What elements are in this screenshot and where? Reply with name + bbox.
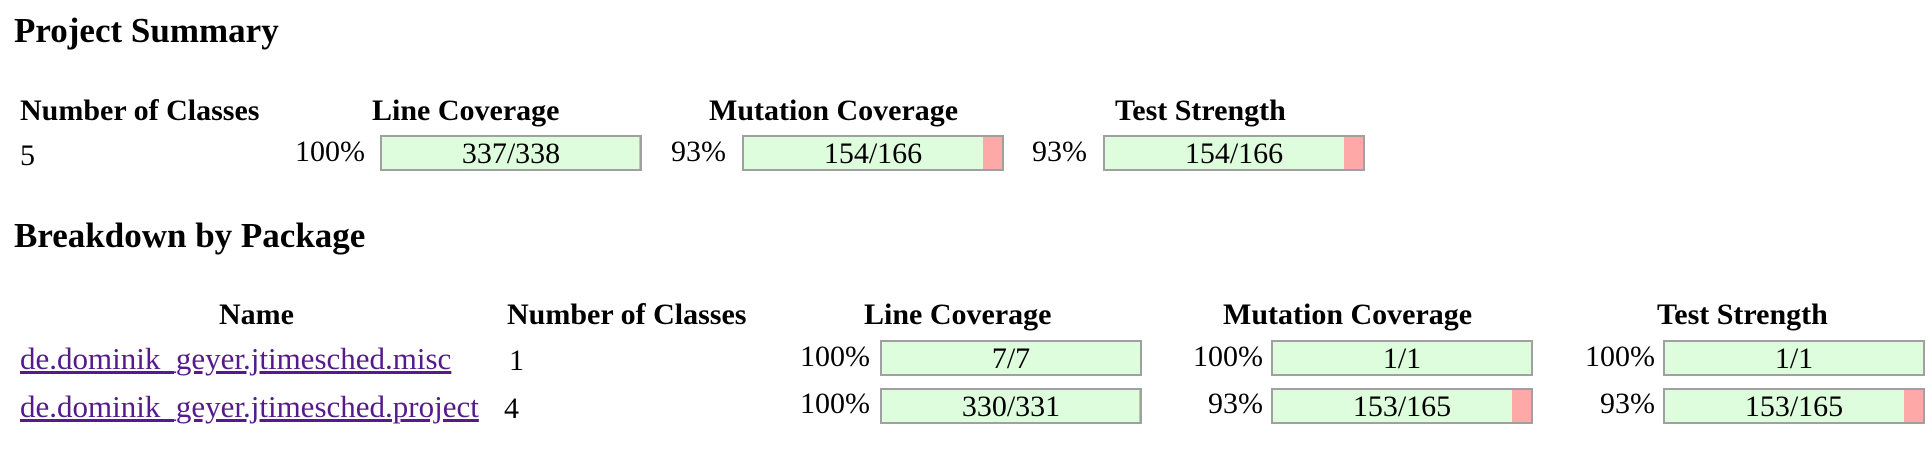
breakdown-header-mutation-coverage: Mutation Coverage: [1223, 298, 1473, 331]
breakdown-header-line-coverage: Line Coverage: [864, 298, 1052, 331]
package-misc-mutation-percent: 100%: [1193, 340, 1263, 373]
summary-header-mutation-coverage: Mutation Coverage: [709, 94, 959, 127]
breakdown-heading: Breakdown by Package: [14, 216, 366, 255]
package-project-strength-percent: 93%: [1600, 387, 1655, 420]
breakdown-header-name: Name: [219, 298, 294, 331]
package-project-line-percent: 100%: [800, 387, 870, 420]
package-misc-line-bar-fill: [882, 342, 1140, 374]
package-misc-strength-bar-label: 1/1: [1774, 342, 1814, 375]
summary-header-classes: Number of Classes: [20, 94, 260, 127]
summary-header-line-coverage: Line Coverage: [372, 94, 560, 127]
summary-line-percent: 100%: [295, 135, 365, 168]
package-project-mutation-bar: 153/165: [1271, 388, 1533, 424]
project-summary-heading: Project Summary: [14, 11, 279, 50]
breakdown-header-classes: Number of Classes: [507, 298, 747, 331]
summary-mutation-bar-label: 154/166: [823, 137, 923, 170]
package-project-strength-bar-label: 153/165: [1744, 390, 1844, 423]
summary-mutation-bar: 154/166: [742, 135, 1004, 171]
package-misc-mutation-bar-fill: [1273, 342, 1531, 374]
summary-strength-bar-fill: [1105, 137, 1345, 169]
summary-strength-percent: 93%: [1032, 135, 1087, 168]
summary-mutation-percent: 93%: [671, 135, 726, 168]
package-project-line-bar: 330/331: [880, 388, 1142, 424]
summary-strength-bar: 154/166: [1103, 135, 1365, 171]
package-misc-strength-percent: 100%: [1585, 340, 1655, 373]
package-misc-classes: 1: [509, 344, 524, 377]
summary-line-bar: 337/338: [380, 135, 642, 171]
package-misc-line-bar: 7/7: [880, 340, 1142, 376]
summary-header-test-strength: Test Strength: [1115, 94, 1286, 127]
summary-mutation-bar-fill: [744, 137, 984, 169]
package-misc-line-percent: 100%: [800, 340, 870, 373]
package-misc-line-bar-label: 7/7: [991, 342, 1031, 375]
package-misc-mutation-bar-label: 1/1: [1382, 342, 1422, 375]
package-project-mutation-percent: 93%: [1208, 387, 1263, 420]
package-link-project[interactable]: de.dominik_geyer.jtimesched.project: [20, 389, 479, 424]
package-project-mutation-bar-label: 153/165: [1352, 390, 1452, 423]
package-misc-strength-bar: 1/1: [1663, 340, 1925, 376]
package-misc-strength-bar-fill: [1665, 342, 1923, 374]
package-project-line-bar-label: 330/331: [961, 390, 1061, 423]
package-project-strength-bar: 153/165: [1663, 388, 1925, 424]
package-misc-mutation-bar: 1/1: [1271, 340, 1533, 376]
package-project-strength-bar-fill: [1665, 390, 1905, 422]
summary-strength-bar-label: 154/166: [1184, 137, 1284, 170]
summary-classes-value: 5: [20, 139, 35, 172]
package-project-classes: 4: [504, 392, 519, 425]
package-project-line-bar-fill: [882, 390, 1140, 422]
summary-line-bar-label: 337/338: [461, 137, 561, 170]
package-link-misc[interactable]: de.dominik_geyer.jtimesched.misc: [20, 341, 452, 376]
summary-line-bar-fill: [382, 137, 640, 169]
breakdown-header-test-strength: Test Strength: [1657, 298, 1828, 331]
package-project-mutation-bar-fill: [1273, 390, 1513, 422]
